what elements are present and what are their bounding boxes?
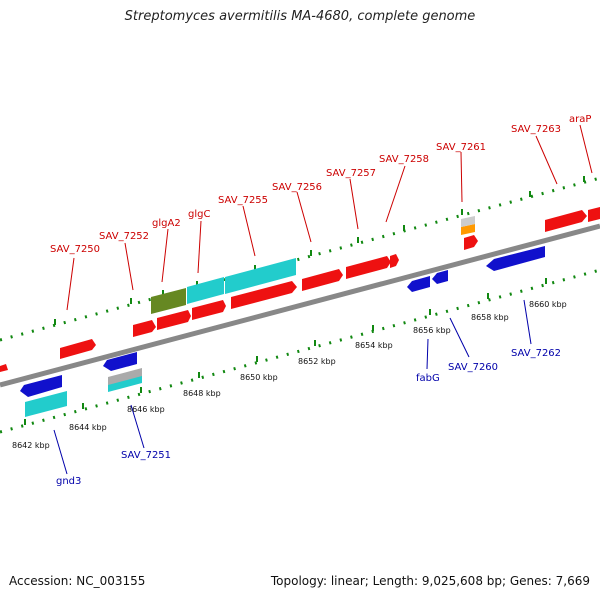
gene-sav7261-arrow (464, 235, 478, 250)
gene-sav7258-arrow (390, 254, 399, 268)
gene-sav7263-arrow (545, 210, 587, 232)
gene-sav7251-cyan (108, 376, 142, 392)
gene-sav7262-arrow (486, 246, 545, 271)
label-sav7255: SAV_7255 (218, 195, 268, 206)
label-gnd3: gnd3 (56, 476, 81, 487)
gene-sav7251-arrow (103, 352, 137, 371)
label-arap: araP (569, 114, 591, 125)
gene-edge-left-arrow (0, 364, 8, 372)
reverse-track-dots (0, 268, 600, 434)
label-sav7250: SAV_7250 (50, 244, 100, 255)
gene-sav7261-orange (461, 224, 475, 235)
label-sav7257: SAV_7257 (326, 168, 376, 179)
gene-sav7256-arrow (302, 269, 343, 291)
label-sav7261: SAV_7261 (436, 142, 486, 153)
label-glgc: glgC (188, 209, 210, 220)
forward-track-dots (0, 176, 600, 342)
gene-sav7252-arrow (133, 320, 156, 337)
gene-sav7255-cyan (225, 258, 296, 294)
label-sav7256: SAV_7256 (272, 182, 322, 193)
major-ticks (24, 176, 585, 425)
kbp-label: 8658 kbp (471, 313, 509, 322)
label-sav7262: SAV_7262 (511, 348, 561, 359)
gene-glga2-arrow (157, 310, 191, 330)
gene-glgc-arrow (192, 300, 226, 320)
accession-text: Accession: NC_003155 (9, 574, 146, 588)
forward-genes (0, 207, 600, 372)
gene-gnd3-cyan (25, 391, 67, 417)
gene-sav7250-arrow (60, 339, 96, 359)
gene-gnd3-arrow (20, 375, 62, 397)
gene-sav7261-gray (461, 216, 475, 227)
label-sav7260: SAV_7260 (448, 362, 498, 373)
reverse-genes (20, 246, 545, 417)
genome-backbone (0, 223, 600, 388)
kbp-label: 8650 kbp (240, 373, 278, 382)
gene-glgc-cyan (187, 277, 224, 304)
kbp-label: 8642 kbp (12, 441, 50, 450)
map-title: Streptomyces avermitilis MA-4680, comple… (124, 9, 476, 24)
genome-summary-text: Topology: linear; Length: 9,025,608 bp; … (270, 574, 590, 588)
gene-sav7257-arrow (346, 256, 391, 279)
reverse-label-leaders (53, 299, 532, 475)
forward-label-leaders (66, 124, 593, 311)
gene-sav7260-arrow (432, 270, 448, 284)
label-sav7251: SAV_7251 (121, 450, 171, 461)
gene-fabg-arrow (407, 276, 430, 292)
kbp-label: 8648 kbp (183, 389, 221, 398)
label-fabg: fabG (416, 373, 440, 384)
label-sav7263: SAV_7263 (511, 124, 561, 135)
kbp-label: 8654 kbp (355, 341, 393, 350)
gene-sav7255-arrow (231, 281, 297, 309)
kbp-label: 8646 kbp (127, 405, 165, 414)
kbp-label: 8644 kbp (69, 423, 107, 432)
kbp-label: 8656 kbp (413, 326, 451, 335)
label-sav7252: SAV_7252 (99, 231, 149, 242)
label-sav7258: SAV_7258 (379, 154, 429, 165)
kbp-label: 8660 kbp (529, 300, 567, 309)
gene-glga2-olive (151, 288, 186, 314)
gene-arap-arrow (588, 207, 600, 222)
label-glga2: glgA2 (152, 218, 181, 229)
kbp-label: 8652 kbp (298, 357, 336, 366)
